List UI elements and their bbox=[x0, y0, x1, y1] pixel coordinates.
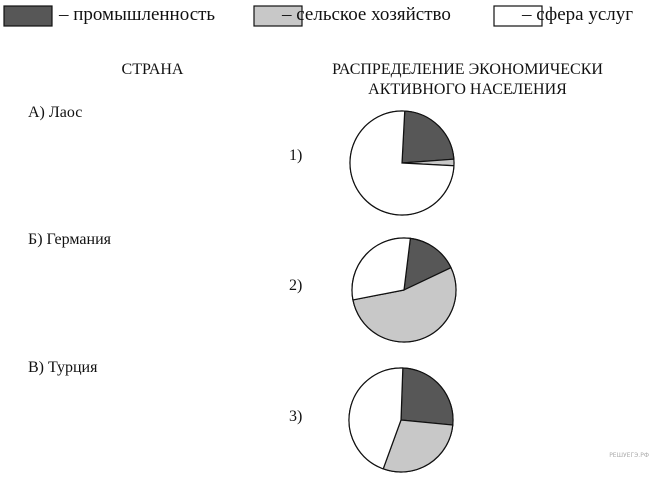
legend-label: – сфера услуг bbox=[522, 4, 634, 25]
option-label: 2) bbox=[289, 277, 303, 294]
legend-swatch bbox=[3, 5, 53, 27]
option-label: 3) bbox=[289, 408, 303, 425]
country: В) Турция bbox=[28, 359, 98, 376]
pie-slice bbox=[348, 367, 404, 470]
column-header: СТРАНА bbox=[121, 61, 184, 78]
pie-slice bbox=[352, 266, 457, 343]
column-header: РАСПРЕДЕЛЕНИЕ ЭКОНОМИЧЕСКИ АКТИВНОГО НАС… bbox=[332, 61, 603, 98]
legend-label: – сельское хозяйство bbox=[282, 4, 451, 25]
country: Б) Германия bbox=[28, 231, 112, 248]
country: А) Лаос bbox=[28, 104, 83, 121]
legend-label: – промышленность bbox=[59, 4, 216, 25]
option-label: 1) bbox=[289, 147, 303, 164]
legend-swatch bbox=[253, 5, 303, 27]
legend-swatch bbox=[493, 5, 543, 27]
pie-slice bbox=[351, 237, 412, 301]
pie-slice bbox=[403, 237, 452, 292]
pie-slice bbox=[400, 367, 454, 426]
watermark: РЕШУЕГЭ.РФ bbox=[609, 452, 649, 459]
pie-slice bbox=[349, 110, 455, 216]
pie-slice bbox=[382, 419, 454, 473]
pie-slice bbox=[401, 110, 455, 164]
